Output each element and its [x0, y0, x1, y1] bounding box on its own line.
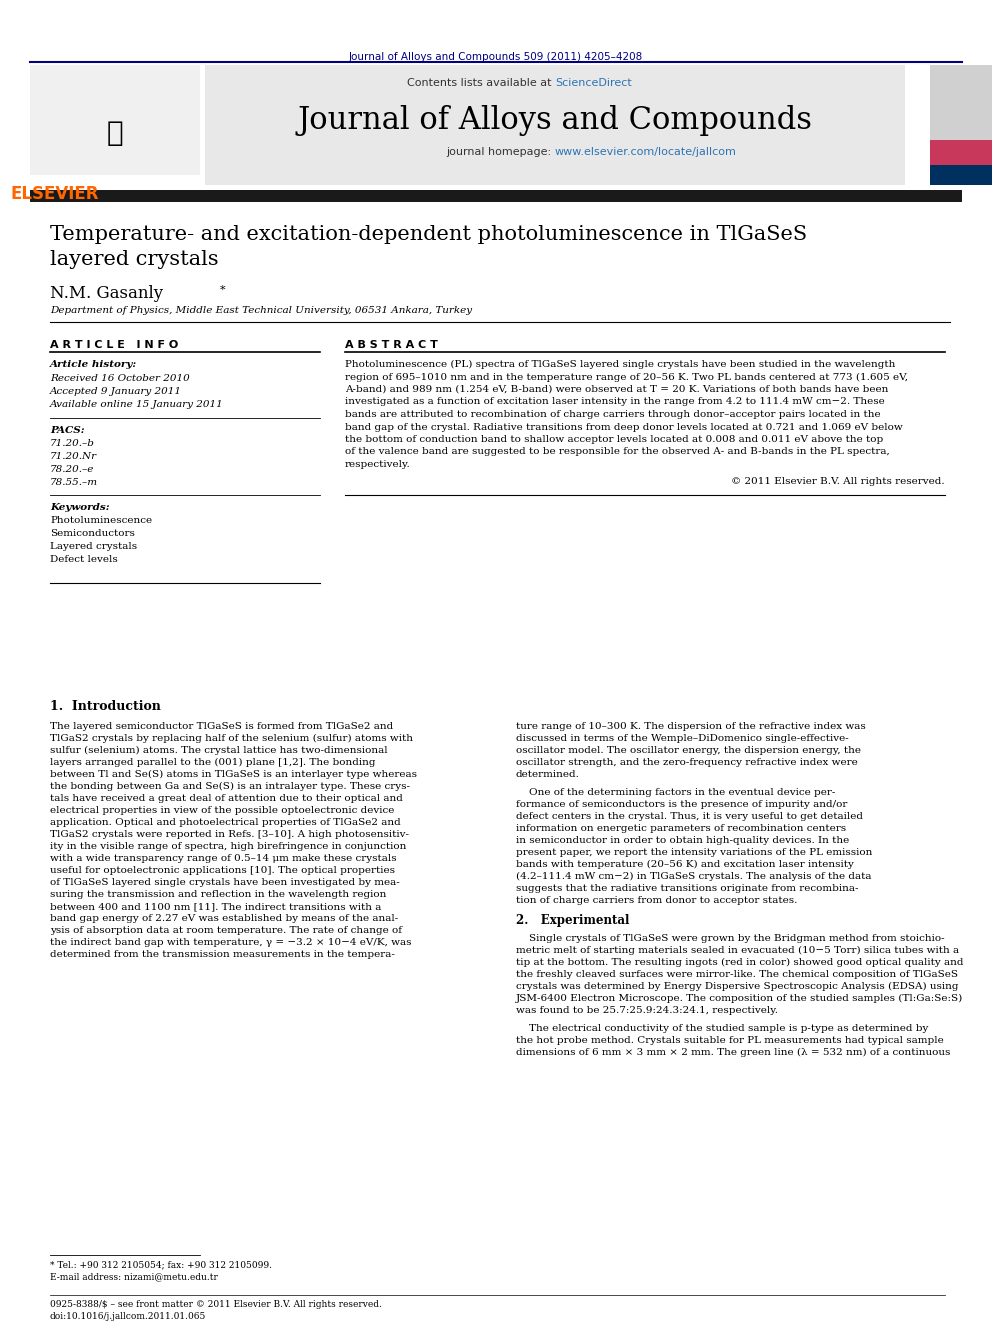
Text: PACS:: PACS: [50, 426, 84, 435]
Text: oscillator model. The oscillator energy, the dispersion energy, the: oscillator model. The oscillator energy,… [516, 746, 861, 755]
Text: electrical properties in view of the possible optoelectronic device: electrical properties in view of the pos… [50, 806, 395, 815]
Bar [930, 165, 992, 185]
Text: bands with temperature (20–56 K) and excitation laser intensity: bands with temperature (20–56 K) and exc… [516, 860, 854, 869]
Text: Photoluminescence: Photoluminescence [50, 516, 152, 525]
Text: A R T I C L E   I N F O: A R T I C L E I N F O [50, 340, 179, 351]
Text: Contents lists available at: Contents lists available at [407, 78, 555, 89]
Text: the bonding between Ga and Se(S) is an intralayer type. These crys-: the bonding between Ga and Se(S) is an i… [50, 782, 410, 791]
Text: doi:10.1016/j.jallcom.2011.01.065: doi:10.1016/j.jallcom.2011.01.065 [50, 1312, 206, 1320]
Text: 71.20.–b: 71.20.–b [50, 439, 95, 448]
Text: determined from the transmission measurements in the tempera-: determined from the transmission measure… [50, 950, 395, 959]
Text: between 400 and 1100 nm [11]. The indirect transitions with a: between 400 and 1100 nm [11]. The indire… [50, 902, 381, 912]
Text: useful for optoelectronic applications [10]. The optical properties: useful for optoelectronic applications [… [50, 867, 395, 875]
Text: application. Optical and photoelectrical properties of TlGaSe2 and: application. Optical and photoelectrical… [50, 818, 401, 827]
Text: information on energetic parameters of recombination centers: information on energetic parameters of r… [516, 824, 846, 833]
Text: metric melt of starting materials sealed in evacuated (10−5 Torr) silica tubes w: metric melt of starting materials sealed… [516, 946, 959, 955]
Text: Defect levels: Defect levels [50, 556, 118, 564]
Text: ysis of absorption data at room temperature. The rate of change of: ysis of absorption data at room temperat… [50, 926, 402, 935]
Text: Layered crystals: Layered crystals [50, 542, 137, 550]
Text: 78.20.–e: 78.20.–e [50, 464, 94, 474]
Bar [205, 65, 905, 185]
Text: Department of Physics, Middle East Technical University, 06531 Ankara, Turkey: Department of Physics, Middle East Techn… [50, 306, 472, 315]
Text: 1.  Introduction: 1. Introduction [50, 700, 161, 713]
Text: © 2011 Elsevier B.V. All rights reserved.: © 2011 Elsevier B.V. All rights reserved… [731, 478, 945, 487]
Text: The electrical conductivity of the studied sample is p-type as determined by: The electrical conductivity of the studi… [516, 1024, 929, 1033]
Text: * Tel.: +90 312 2105054; fax: +90 312 2105099.: * Tel.: +90 312 2105054; fax: +90 312 21… [50, 1259, 272, 1269]
Text: Keywords:: Keywords: [50, 503, 110, 512]
Text: oscillator strength, and the zero-frequency refractive index were: oscillator strength, and the zero-freque… [516, 758, 858, 767]
Text: Semiconductors: Semiconductors [50, 529, 135, 538]
Text: Temperature- and excitation-dependent photoluminescence in TlGaSeS: Temperature- and excitation-dependent ph… [50, 225, 807, 243]
Text: suring the transmission and reflection in the wavelength region: suring the transmission and reflection i… [50, 890, 386, 900]
Text: A B S T R A C T: A B S T R A C T [345, 340, 437, 351]
Text: band gap of the crystal. Radiative transitions from deep donor levels located at: band gap of the crystal. Radiative trans… [345, 422, 903, 431]
Text: crystals was determined by Energy Dispersive Spectroscopic Analysis (EDSA) using: crystals was determined by Energy Disper… [516, 982, 958, 991]
Text: ELSEVIER: ELSEVIER [11, 185, 99, 202]
Text: bands are attributed to recombination of charge carriers through donor–acceptor : bands are attributed to recombination of… [345, 410, 881, 419]
Text: determined.: determined. [516, 770, 580, 779]
Text: was found to be 25.7:25.9:24.3:24.1, respectively.: was found to be 25.7:25.9:24.3:24.1, res… [516, 1005, 778, 1015]
Text: layers arranged parallel to the (001) plane [1,2]. The bonding: layers arranged parallel to the (001) pl… [50, 758, 376, 767]
Text: of TlGaSeS layered single crystals have been investigated by mea-: of TlGaSeS layered single crystals have … [50, 878, 400, 886]
Text: the bottom of conduction band to shallow acceptor levels located at 0.008 and 0.: the bottom of conduction band to shallow… [345, 435, 883, 445]
Text: (4.2–111.4 mW cm−2) in TlGaSeS crystals. The analysis of the data: (4.2–111.4 mW cm−2) in TlGaSeS crystals.… [516, 872, 872, 881]
Text: the indirect band gap with temperature, γ = −3.2 × 10−4 eV/K, was: the indirect band gap with temperature, … [50, 938, 412, 947]
Text: investigated as a function of excitation laser intensity in the range from 4.2 t: investigated as a function of excitation… [345, 397, 885, 406]
Text: sulfur (selenium) atoms. The crystal lattice has two-dimensional: sulfur (selenium) atoms. The crystal lat… [50, 746, 388, 755]
Text: JSM-6400 Electron Microscope. The composition of the studied samples (Tl:Ga:Se:S: JSM-6400 Electron Microscope. The compos… [516, 994, 963, 1003]
Bar [30, 65, 200, 175]
Bar [930, 140, 992, 165]
Text: of the valence band are suggested to be responsible for the observed A- and B-ba: of the valence band are suggested to be … [345, 447, 890, 456]
Text: A-band) and 989 nm (1.254 eV, B-band) were observed at T = 20 K. Variations of b: A-band) and 989 nm (1.254 eV, B-band) we… [345, 385, 889, 394]
Text: 71.20.Nr: 71.20.Nr [50, 452, 97, 460]
Text: The layered semiconductor TlGaSeS is formed from TlGaSe2 and: The layered semiconductor TlGaSeS is for… [50, 722, 393, 732]
Text: the freshly cleaved surfaces were mirror-like. The chemical composition of TlGaS: the freshly cleaved surfaces were mirror… [516, 970, 958, 979]
Text: ture range of 10–300 K. The dispersion of the refractive index was: ture range of 10–300 K. The dispersion o… [516, 722, 866, 732]
Text: 🌳: 🌳 [107, 120, 123, 147]
Text: 0925-8388/$ – see front matter © 2011 Elsevier B.V. All rights reserved.: 0925-8388/$ – see front matter © 2011 El… [50, 1301, 382, 1308]
Text: Available online 15 January 2011: Available online 15 January 2011 [50, 400, 224, 409]
Text: Single crystals of TlGaSeS were grown by the Bridgman method from stoichio-: Single crystals of TlGaSeS were grown by… [516, 934, 944, 943]
Text: in semiconductor in order to obtain high-quality devices. In the: in semiconductor in order to obtain high… [516, 836, 849, 845]
Text: E-mail address: nizami@metu.edu.tr: E-mail address: nizami@metu.edu.tr [50, 1271, 218, 1281]
Text: 78.55.–m: 78.55.–m [50, 478, 98, 487]
Text: between Tl and Se(S) atoms in TlGaSeS is an interlayer type whereas: between Tl and Se(S) atoms in TlGaSeS is… [50, 770, 417, 779]
Text: Journal of Alloys and Compounds 509 (2011) 4205–4208: Journal of Alloys and Compounds 509 (201… [349, 52, 643, 62]
Text: region of 695–1010 nm and in the temperature range of 20–56 K. Two PL bands cent: region of 695–1010 nm and in the tempera… [345, 373, 908, 381]
Text: ity in the visible range of spectra, high birefringence in conjunction: ity in the visible range of spectra, hig… [50, 841, 407, 851]
Text: Accepted 9 January 2011: Accepted 9 January 2011 [50, 388, 182, 396]
Text: tip at the bottom. The resulting ingots (red in color) showed good optical quali: tip at the bottom. The resulting ingots … [516, 958, 963, 967]
Text: Received 16 October 2010: Received 16 October 2010 [50, 374, 189, 382]
Text: One of the determining factors in the eventual device per-: One of the determining factors in the ev… [516, 789, 835, 796]
Text: present paper, we report the intensity variations of the PL emission: present paper, we report the intensity v… [516, 848, 872, 857]
Text: Article history:: Article history: [50, 360, 137, 369]
Text: TlGaS2 crystals were reported in Refs. [3–10]. A high photosensitiv-: TlGaS2 crystals were reported in Refs. [… [50, 830, 409, 839]
Text: layered crystals: layered crystals [50, 250, 218, 269]
Text: discussed in terms of the Wemple–DiDomenico single-effective-: discussed in terms of the Wemple–DiDomen… [516, 734, 849, 744]
Text: *: * [220, 284, 225, 295]
Text: suggests that the radiative transitions originate from recombina-: suggests that the radiative transitions … [516, 884, 858, 893]
Text: Photoluminescence (PL) spectra of TlGaSeS layered single crystals have been stud: Photoluminescence (PL) spectra of TlGaSe… [345, 360, 896, 369]
Text: tion of charge carriers from donor to acceptor states.: tion of charge carriers from donor to ac… [516, 896, 798, 905]
Text: TlGaS2 crystals by replacing half of the selenium (sulfur) atoms with: TlGaS2 crystals by replacing half of the… [50, 734, 413, 744]
Text: respectively.: respectively. [345, 460, 411, 468]
Text: band gap energy of 2.27 eV was established by means of the anal-: band gap energy of 2.27 eV was establish… [50, 914, 398, 923]
Bar [930, 65, 992, 185]
Text: N.M. Gasanly: N.M. Gasanly [50, 284, 163, 302]
Text: www.elsevier.com/locate/jallcom: www.elsevier.com/locate/jallcom [555, 147, 737, 157]
Text: tals have received a great deal of attention due to their optical and: tals have received a great deal of atten… [50, 794, 403, 803]
Text: ScienceDirect: ScienceDirect [555, 78, 632, 89]
Text: dimensions of 6 mm × 3 mm × 2 mm. The green line (λ = 532 nm) of a continuous: dimensions of 6 mm × 3 mm × 2 mm. The gr… [516, 1048, 950, 1057]
Text: the hot probe method. Crystals suitable for PL measurements had typical sample: the hot probe method. Crystals suitable … [516, 1036, 943, 1045]
Text: Journal of Alloys and Compounds: Journal of Alloys and Compounds [298, 105, 812, 136]
Text: defect centers in the crystal. Thus, it is very useful to get detailed: defect centers in the crystal. Thus, it … [516, 812, 863, 822]
Bar [30, 191, 962, 202]
Text: 2.   Experimental: 2. Experimental [516, 914, 629, 927]
Text: with a wide transparency range of 0.5–14 μm make these crystals: with a wide transparency range of 0.5–14… [50, 855, 397, 863]
Text: journal homepage:: journal homepage: [446, 147, 555, 157]
Text: formance of semiconductors is the presence of impurity and/or: formance of semiconductors is the presen… [516, 800, 847, 808]
